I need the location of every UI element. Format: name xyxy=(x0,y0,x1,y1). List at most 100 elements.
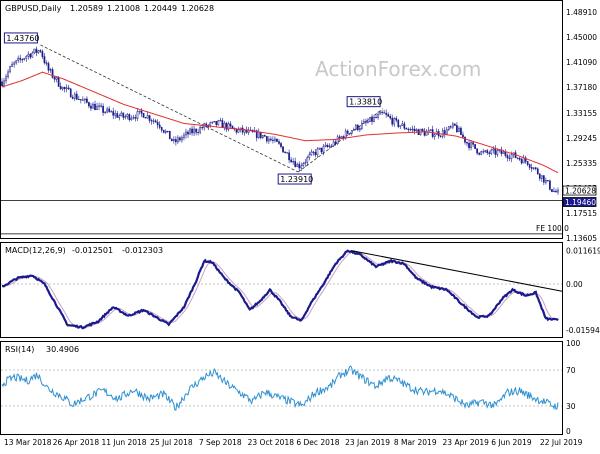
candle-body xyxy=(189,128,191,135)
candle-body xyxy=(263,135,266,137)
candle-body xyxy=(443,130,446,135)
candle-body xyxy=(75,93,78,100)
candle-body xyxy=(304,162,307,164)
candle-body xyxy=(413,128,416,132)
candle-body xyxy=(423,130,426,136)
annotation-label: 1.33810 xyxy=(349,98,382,107)
candle-body xyxy=(524,157,527,162)
candle-body xyxy=(330,145,333,147)
candle-body xyxy=(328,145,331,147)
candle-body xyxy=(508,157,511,159)
price-y-tick: 1.33155 xyxy=(566,109,597,118)
candle-body xyxy=(71,96,74,99)
candle-body xyxy=(557,189,559,193)
candle-body xyxy=(168,130,171,140)
candle-body xyxy=(102,105,104,113)
candle-body xyxy=(21,59,24,61)
x-tick-label: 23 Apr 2019 xyxy=(443,438,490,447)
candle-body xyxy=(217,120,220,126)
candle-body xyxy=(474,144,476,149)
annotation-low-box: 1.23910 xyxy=(277,173,313,185)
candle-body xyxy=(316,148,319,156)
candle-body xyxy=(154,120,157,123)
candle-body xyxy=(294,161,297,167)
candle-body xyxy=(191,128,193,134)
price-y-tick: 1.29245 xyxy=(566,134,597,143)
rsi-title: RSI(14) xyxy=(5,345,34,354)
candle-body xyxy=(348,133,351,135)
rsi-line xyxy=(1,365,559,411)
candle-body xyxy=(69,88,72,98)
candle-body xyxy=(225,122,228,130)
candle-body xyxy=(181,137,183,141)
rsi-y-tick: 100 xyxy=(566,339,581,348)
candle-body xyxy=(255,130,258,139)
candle-body xyxy=(116,113,119,118)
candle-body xyxy=(23,58,26,60)
candle-body xyxy=(318,147,321,150)
watermark: ActionForex.com xyxy=(315,57,481,81)
candle-body xyxy=(57,77,60,87)
candle-body xyxy=(520,159,523,164)
candle-body xyxy=(401,123,404,126)
candle-body xyxy=(300,165,303,169)
candle-body xyxy=(278,141,280,144)
x-tick-label: 23 Oct 2018 xyxy=(248,438,295,447)
candle-body xyxy=(9,66,11,73)
candle-body xyxy=(268,138,270,142)
candle-body xyxy=(409,129,412,131)
candle-body xyxy=(441,130,444,137)
candle-body xyxy=(270,138,272,141)
candle-body xyxy=(367,121,369,123)
candle-body xyxy=(49,69,52,71)
candle-body xyxy=(7,71,9,77)
candle-body xyxy=(490,149,493,154)
candle-body xyxy=(516,157,519,159)
candle-body xyxy=(399,125,402,127)
price-y-tick: 1.13605 xyxy=(566,234,597,243)
candle-body xyxy=(518,158,521,160)
candle-body xyxy=(112,111,115,116)
candle-body xyxy=(130,117,133,120)
price-tag-bg xyxy=(562,197,597,207)
candle-body xyxy=(15,60,18,64)
candle-body xyxy=(310,151,313,156)
candle-body xyxy=(132,117,135,119)
candle-body xyxy=(445,129,448,135)
price-tag-bg xyxy=(562,185,597,196)
candle-body xyxy=(201,127,204,129)
candle-body xyxy=(98,105,100,107)
macd-y-axis: 0.011619 0.00 -0.015949 xyxy=(566,246,600,335)
price-y-tick: 1.17515 xyxy=(566,209,597,218)
candle-body xyxy=(142,113,145,118)
price-trendline xyxy=(40,44,299,173)
candle-body xyxy=(359,128,361,131)
candle-body xyxy=(536,168,539,175)
candle-body xyxy=(421,128,424,132)
candle-body xyxy=(344,130,347,139)
candle-body xyxy=(308,154,311,158)
candle-body xyxy=(324,144,327,147)
candle-body xyxy=(35,48,38,53)
candle-body xyxy=(356,124,359,131)
candle-body xyxy=(138,110,141,112)
candle-body xyxy=(385,112,387,115)
x-tick-label: 11 Jun 2018 xyxy=(101,438,146,447)
candle-body xyxy=(486,150,489,153)
candle-body xyxy=(27,53,30,57)
candle-body xyxy=(257,131,260,139)
candle-body xyxy=(160,127,163,131)
candle-body xyxy=(104,111,106,113)
candle-body xyxy=(371,117,373,122)
candle-body xyxy=(538,173,541,179)
candle-body xyxy=(547,180,549,182)
rsi-value: 30.4906 xyxy=(46,345,79,354)
candle-body xyxy=(454,123,456,126)
candle-body xyxy=(221,120,224,128)
candle-body xyxy=(369,117,371,122)
ohlc-open: 1.20589 xyxy=(70,4,103,13)
candle-body xyxy=(59,86,62,90)
rsi-y-tick: 0 xyxy=(566,427,571,436)
candle-body xyxy=(276,138,278,142)
candle-body xyxy=(272,139,274,141)
